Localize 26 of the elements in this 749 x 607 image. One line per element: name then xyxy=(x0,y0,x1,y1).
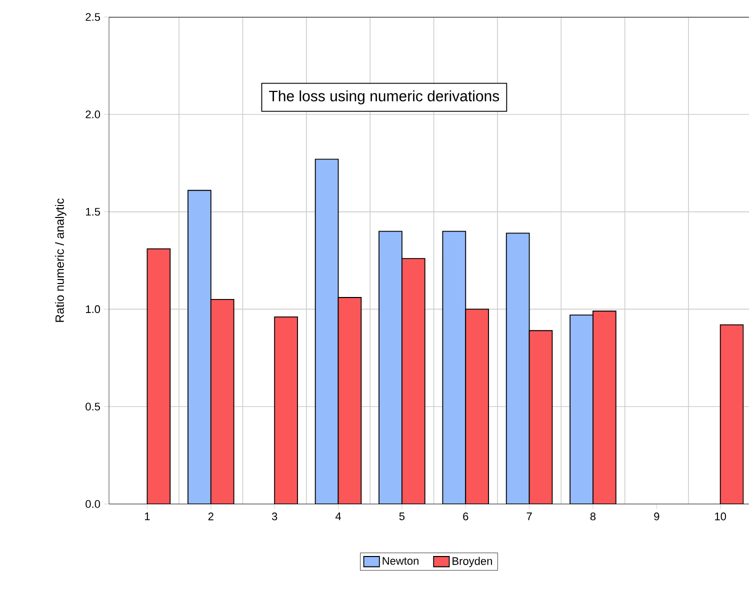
bar xyxy=(570,314,594,504)
x-tick-label: 2 xyxy=(208,512,214,520)
x-tick-label: 4 xyxy=(335,512,341,520)
bar xyxy=(378,230,402,504)
x-tick-label: 1 xyxy=(144,512,150,520)
legend-label: Newton xyxy=(382,557,418,565)
x-tick-label: 7 xyxy=(526,512,532,520)
x-tick-label: 10 xyxy=(715,512,726,520)
x-tick-label: 3 xyxy=(272,512,278,520)
y-tick-label: 1.5 xyxy=(86,208,100,216)
y-tick-label: 0.0 xyxy=(86,500,100,508)
bar xyxy=(506,232,530,504)
x-tick-label: 8 xyxy=(590,512,596,520)
y-axis-title: Ratio numeric / analytic xyxy=(55,198,66,322)
y-tick-label: 0.5 xyxy=(86,402,100,410)
x-tick-label: 9 xyxy=(654,512,660,520)
y-tick-label: 2.5 xyxy=(86,13,100,21)
y-tick-label: 2.0 xyxy=(86,110,100,118)
bar xyxy=(188,190,212,504)
y-tick-label: 1.0 xyxy=(86,305,100,314)
bar xyxy=(314,158,339,504)
bar xyxy=(442,230,466,504)
legend-label: Broyden xyxy=(452,556,492,568)
x-tick-label: 6 xyxy=(463,512,468,520)
x-tick-label: 5 xyxy=(399,512,405,520)
text: The loss using numeric derivations xyxy=(269,90,500,104)
